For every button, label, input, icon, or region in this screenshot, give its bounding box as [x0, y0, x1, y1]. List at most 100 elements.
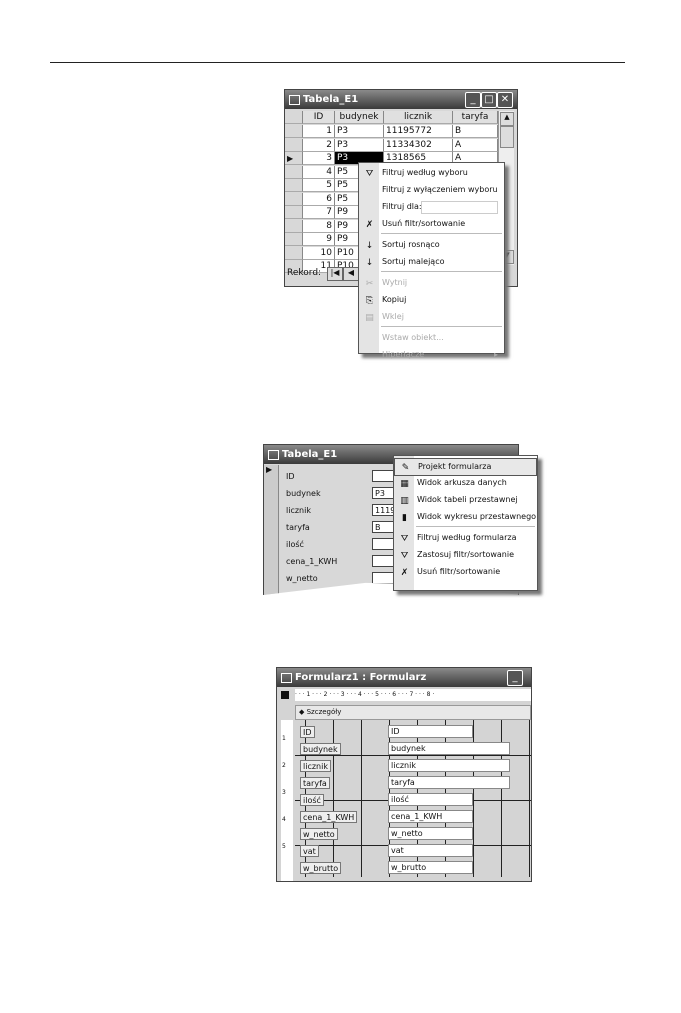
control-textbox[interactable]: licznik	[388, 759, 510, 772]
cell-licznik[interactable]: 11195772	[384, 125, 453, 138]
cell-ID[interactable]: 7	[303, 206, 335, 219]
cell-ID[interactable]: 4	[303, 165, 335, 179]
pivot-table-icon: ▥	[400, 496, 409, 506]
menu-item-sortuj-malejąco[interactable]: ↓ Sortuj malejąco	[359, 254, 504, 270]
first-record-button[interactable]: |◀	[327, 267, 343, 281]
record-selector[interactable]: ▶	[264, 465, 279, 595]
row-selector[interactable]	[285, 138, 303, 152]
control-textbox[interactable]: taryfa	[388, 776, 510, 789]
row-selector[interactable]: ▶	[285, 152, 303, 165]
control-label[interactable]: w_brutto	[300, 862, 342, 874]
cell-budynek[interactable]: P3	[335, 125, 384, 138]
menu-item-filtruj-według-formularza[interactable]: ⛛ Filtruj według formularza	[394, 530, 537, 546]
copy-icon: ⎘	[365, 296, 374, 306]
close-button[interactable]: ✕	[497, 92, 513, 108]
filter-for-input[interactable]	[421, 201, 498, 214]
filter-form-icon: ⛛	[400, 534, 409, 544]
menu-item-label: Projekt formularza	[418, 462, 492, 471]
menu-item-label: Kopiuj	[382, 295, 407, 304]
control-label[interactable]: vat	[300, 845, 319, 857]
menu-item-filtruj-z-wyłączeniem-wyboru[interactable]: Filtruj z wyłączeniem wyboru	[359, 182, 504, 198]
menu-item-kopiuj[interactable]: ⎘ Kopiuj	[359, 292, 504, 308]
menu-item-label: Wytnij	[382, 278, 408, 287]
menu-item-label: Zastosuj filtr/sortowanie	[417, 550, 515, 559]
cell-ID[interactable]: 3	[303, 152, 335, 165]
cell-ID[interactable]: 9	[303, 233, 335, 246]
cell-taryfa[interactable]: B	[453, 125, 498, 138]
row-selector[interactable]	[285, 192, 303, 206]
menu-item-projekt-formularza[interactable]: ✎ Projekt formularza	[394, 458, 537, 476]
select-all-cell[interactable]	[285, 111, 303, 124]
minimize-button[interactable]: _	[465, 92, 481, 108]
cell-ID[interactable]: 2	[303, 138, 335, 152]
control-textbox[interactable]: ilość	[388, 793, 473, 806]
menu-item-widok-arkusza-danych[interactable]: ▦ Widok arkusza danych	[394, 475, 537, 491]
control-label[interactable]: budynek	[300, 743, 341, 755]
menu-item-label: Filtruj z wyłączeniem wyboru	[382, 185, 498, 194]
menu-item-sortuj-rosnąco[interactable]: ↓ Sortuj rosnąco	[359, 237, 504, 253]
control-textbox[interactable]: cena_1_KWH	[388, 810, 473, 823]
control-label[interactable]: ilość	[300, 794, 324, 806]
menu-separator	[381, 271, 502, 272]
menu-item-usuń-filtr-sortowanie[interactable]: ✗ Usuń filtr/sortowanie	[394, 564, 537, 580]
menu-item-widok-wykresu-przestawnego[interactable]: ▮ Widok wykresu przestawnego	[394, 509, 537, 525]
scroll-up-arrow-icon[interactable]: ▲	[500, 112, 514, 126]
menu-item-label: Wstaw obiekt...	[382, 333, 444, 342]
ruler-number: 2	[282, 762, 286, 769]
row-selector[interactable]	[285, 260, 303, 273]
menu-item-wklej: ▤ Wklej	[359, 309, 504, 325]
cell-ID[interactable]: 1	[303, 125, 335, 138]
control-textbox[interactable]: vat	[388, 844, 473, 857]
menu-item-widok-tabeli-przestawnej[interactable]: ▥ Widok tabeli przestawnej	[394, 492, 537, 508]
menu-separator	[381, 233, 502, 234]
column-header-ID[interactable]: ID	[303, 111, 335, 124]
menu-item-usuń-filtr-sortowanie[interactable]: ✗ Usuń filtr/sortowanie	[359, 216, 504, 232]
row-selector[interactable]	[285, 165, 303, 179]
maximize-button[interactable]: □	[481, 92, 497, 108]
record-label: Rekord:	[287, 268, 322, 278]
menu-item-label: Usuń filtr/sortowanie	[417, 567, 501, 576]
cell-ID[interactable]: 5	[303, 179, 335, 192]
menu-item-label: Widok tabeli przestawnej	[417, 495, 518, 504]
control-label[interactable]: cena_1_KWH	[300, 811, 358, 823]
cell-ID[interactable]: 10	[303, 246, 335, 260]
minimize-button[interactable]: _	[507, 670, 523, 686]
scroll-thumb[interactable]	[500, 126, 514, 148]
detail-section-bar[interactable]: ◆ Szczegóły	[295, 705, 531, 720]
field-label: budynek	[286, 489, 321, 498]
menu-item-zastosuj-filtr-sortowanie[interactable]: ⛛ Zastosuj filtr/sortowanie	[394, 547, 537, 563]
field-label: licznik	[286, 506, 311, 515]
ruler-number: 3	[282, 789, 286, 796]
control-label[interactable]: taryfa	[300, 777, 330, 789]
remove-filter-icon: ✗	[365, 220, 374, 230]
menu-item-hiperłącze: Hiperłącze ▸	[359, 347, 504, 363]
menu-item-filtruj-według-wyboru[interactable]: ⛛ Filtruj według wyboru	[359, 165, 504, 181]
form-selector[interactable]	[281, 691, 289, 699]
control-label[interactable]: ID	[300, 726, 315, 738]
row-selector[interactable]	[285, 179, 303, 192]
cell-ID[interactable]: 8	[303, 219, 335, 233]
control-textbox[interactable]: ID	[388, 725, 473, 738]
control-textbox[interactable]: w_brutto	[388, 861, 473, 874]
control-label[interactable]: licznik	[300, 760, 331, 772]
column-header-taryfa[interactable]: taryfa	[453, 111, 498, 124]
cell-ID[interactable]: 6	[303, 192, 335, 206]
control-textbox[interactable]: budynek	[388, 742, 510, 755]
view-menu: ✎ Projekt formularza ▦ Widok arkusza danych…	[393, 455, 538, 591]
control-textbox[interactable]: w_netto	[388, 827, 473, 840]
row-selector[interactable]	[285, 233, 303, 246]
row-selector[interactable]	[285, 206, 303, 219]
row-selector[interactable]	[285, 219, 303, 233]
column-header-licznik[interactable]: licznik	[384, 111, 453, 124]
column-header-budynek[interactable]: budynek	[335, 111, 384, 124]
row-selector[interactable]	[285, 125, 303, 138]
cell-budynek[interactable]: P3	[335, 138, 384, 152]
cell-taryfa[interactable]: A	[453, 138, 498, 152]
menu-item-filtruj-dla-[interactable]: Filtruj dla:	[359, 199, 504, 215]
control-label[interactable]: w_netto	[300, 828, 338, 840]
cell-licznik[interactable]: 11334302	[384, 138, 453, 152]
row-selector[interactable]	[285, 246, 303, 260]
previous-record-button[interactable]: ◀	[343, 267, 359, 281]
form-icon	[268, 450, 279, 460]
